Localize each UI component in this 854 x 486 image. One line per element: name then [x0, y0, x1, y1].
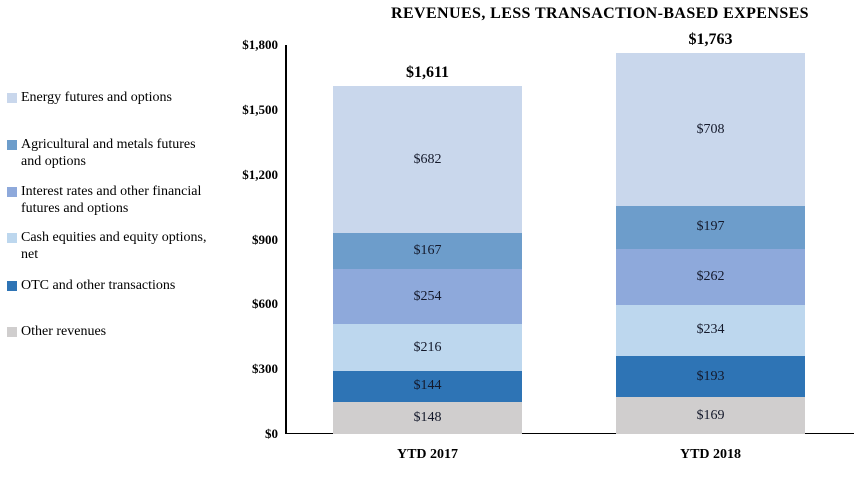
bar-total-label: $1,611	[405, 63, 450, 81]
bar-total-label: $1,763	[688, 30, 733, 48]
stacked-bar-ytd-2017: $148 $144 $216 $254 $167 $682	[333, 85, 522, 434]
x-axis-line	[285, 432, 854, 434]
bar-segment: $193	[616, 355, 805, 398]
legend-label: Agricultural and metals futures and opti…	[21, 137, 196, 169]
legend-swatch-icon	[7, 187, 17, 197]
y-axis-tick-label: $600	[252, 296, 278, 312]
legend-label: Other revenues	[21, 324, 107, 339]
y-axis-tick-label: $900	[252, 231, 278, 247]
bar-segment: $708	[616, 53, 805, 207]
legend-item: Energy futures and options	[7, 90, 256, 107]
legend-swatch-icon	[7, 93, 17, 103]
legend-label: Cash equities and equity options, net	[21, 230, 207, 262]
legend-swatch-icon	[7, 327, 17, 337]
bar-segment: $254	[333, 269, 522, 325]
chart-title: REVENUES, LESS TRANSACTION-BASED EXPENSE…	[390, 5, 809, 22]
y-axis-tick-label: $1,800	[242, 37, 278, 52]
legend-item: Agricultural and metals futures and opti…	[7, 137, 256, 170]
bar-segment: $234	[616, 305, 805, 356]
bar-segment: $197	[616, 206, 805, 249]
legend-label: OTC and other transactions	[21, 278, 176, 293]
x-axis-category-label: YTD 2017	[396, 447, 459, 462]
legend-swatch-icon	[7, 233, 17, 243]
y-axis-line	[285, 45, 287, 434]
x-axis-category-label: YTD 2018	[679, 447, 742, 462]
legend-item: OTC and other transactions	[7, 278, 256, 295]
y-axis-tick-label: $1,200	[242, 166, 278, 182]
bar-segment: $144	[333, 370, 522, 402]
y-axis-tick-label: $1,500	[242, 101, 278, 117]
bar-segment: $169	[616, 397, 805, 434]
legend-swatch-icon	[7, 140, 17, 150]
legend-label: Energy futures and options	[21, 90, 172, 105]
bar-segment: $148	[333, 402, 522, 434]
legend-item: Interest rates and other financial futur…	[7, 184, 256, 217]
legend-swatch-icon	[7, 281, 17, 291]
bar-segment: $262	[616, 248, 805, 306]
y-axis-tick-label: $0	[265, 426, 278, 441]
legend-item: Other revenues	[7, 324, 256, 341]
bar-segment: $216	[333, 324, 522, 371]
bar-segment: $682	[333, 85, 522, 234]
stacked-bar-ytd-2018: $169 $193 $234 $262 $197 $708	[616, 53, 805, 434]
legend-label: Interest rates and other financial futur…	[21, 184, 202, 216]
y-axis-tick-label: $300	[252, 361, 278, 377]
legend-item: Cash equities and equity options, net	[7, 230, 256, 263]
bar-segment: $167	[333, 233, 522, 270]
